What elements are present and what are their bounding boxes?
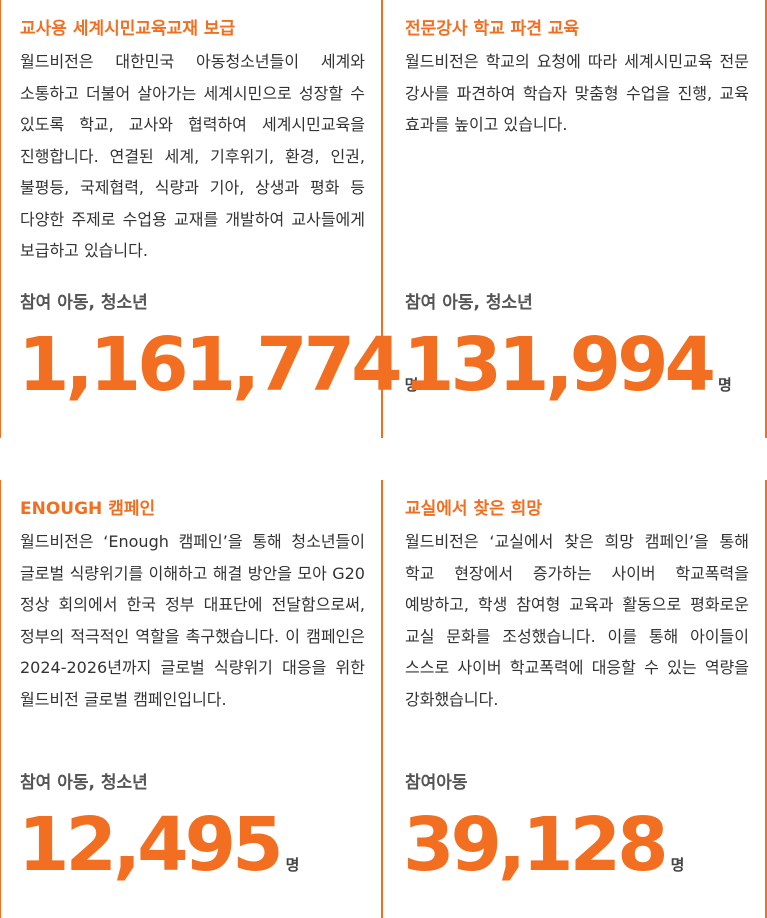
card-title: ENOUGH 캠페인 [20,499,156,519]
card-title: 교실에서 찾은 희망 [405,499,542,519]
participant-stat: 12,495 명 [18,805,299,885]
card-description: 월드비전은 ‘Enough 캠페인’을 통해 청소년들이 글로벌 식량위기를 이… [20,532,365,709]
card-divider [0,480,1,918]
card-textbook-distribution: 교사용 세계시민교육교재 보급 월드비전은 대한민국 아동청소년들이 세계와 소… [0,0,418,438]
card-description: 월드비전은 ‘교실에서 찾은 희망 캠페인’을 통해 학교 현장에서 증가하는 … [405,532,749,709]
participant-label: 참여 아동, 청소년 [20,293,148,313]
participant-stat: 39,128 명 [403,805,684,885]
participant-count: 12,495 [18,802,284,888]
participant-label: 참여 아동, 청소년 [405,293,533,313]
count-unit: 명 [670,856,685,874]
card-classroom-hope: 교실에서 찾은 희망 월드비전은 ‘교실에서 찾은 희망 캠페인’을 통해 학교… [383,480,767,918]
card-enough-campaign: ENOUGH 캠페인 월드비전은 ‘Enough 캠페인’을 통해 청소년들이 … [0,480,383,918]
count-unit: 명 [718,376,732,394]
participant-stat: 131,994 명 [403,325,732,405]
participant-label: 참여아동 [405,773,468,793]
count-unit: 명 [285,856,300,874]
card-divider [0,0,1,438]
participant-count: 1,161,774 [18,322,403,408]
participant-stat: 1,161,774 명 [18,325,418,405]
participant-count: 39,128 [403,802,669,888]
card-title: 전문강사 학교 파견 교육 [405,19,580,39]
participant-label: 참여 아동, 청소년 [20,773,148,793]
card-instructor-dispatch: 전문강사 학교 파견 교육 월드비전은 학교의 요청에 따라 세계시민교육 전문… [383,0,767,438]
card-title: 교사용 세계시민교육교재 보급 [20,19,236,39]
card-description: 월드비전은 학교의 요청에 따라 세계시민교육 전문 강사를 파견하여 학습자 … [405,52,749,134]
participant-count: 131,994 [403,322,716,408]
count-unit: 명 [404,376,419,394]
card-description: 월드비전은 대한민국 아동청소년들이 세계와 소통하고 더불어 살아가는 세계시… [20,52,365,260]
